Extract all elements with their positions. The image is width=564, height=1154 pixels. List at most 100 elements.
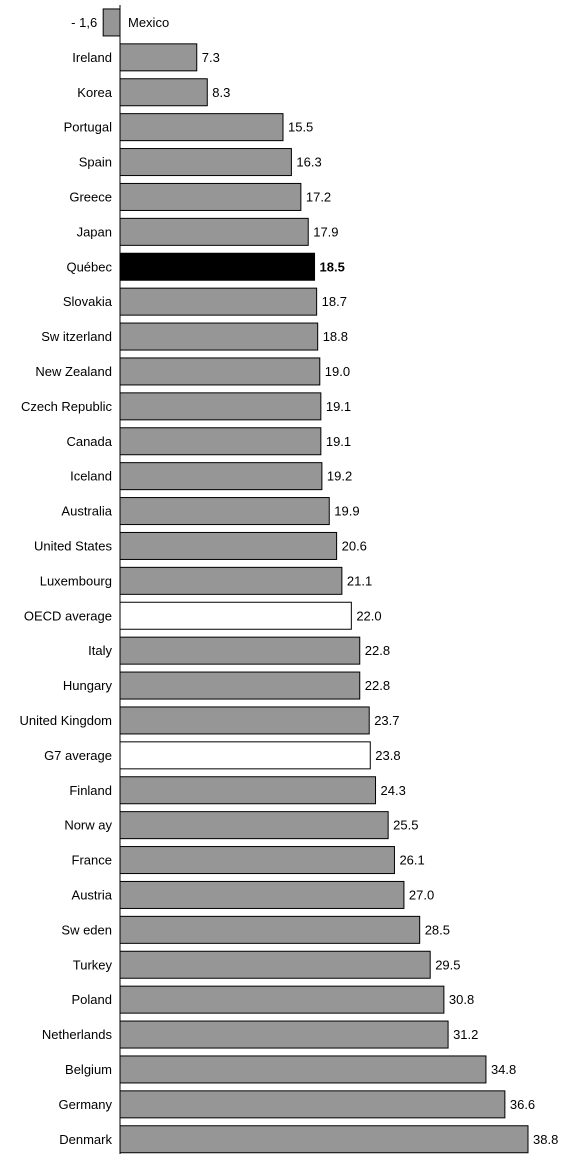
bar-austria xyxy=(119,880,405,909)
bars-group xyxy=(102,8,529,1154)
category-label-greece: Greece xyxy=(69,189,112,204)
bar-luxembourg xyxy=(119,566,343,595)
category-label-mexico: Mexico xyxy=(128,15,169,30)
category-label-portugal: Portugal xyxy=(64,120,113,135)
category-label-united-kingdom: United Kingdom xyxy=(20,713,113,728)
bar-mexico xyxy=(102,8,121,37)
value-label-hungary: 22.8 xyxy=(365,678,390,693)
bar-poland xyxy=(119,985,445,1014)
bar-japan xyxy=(119,217,309,246)
value-label-sw-itzerland: 18.8 xyxy=(323,329,348,344)
category-label-luxembourg: Luxembourg xyxy=(40,573,112,588)
value-label-sw-eden: 28.5 xyxy=(425,922,450,937)
value-label-new-zealand: 19.0 xyxy=(325,364,350,379)
value-label-iceland: 19.2 xyxy=(327,469,352,484)
category-label-turkey: Turkey xyxy=(73,957,113,972)
category-label-finland: Finland xyxy=(69,783,112,798)
bar-australia xyxy=(119,497,330,526)
value-label-finland: 24.3 xyxy=(381,783,406,798)
category-label-sw-itzerland: Sw itzerland xyxy=(41,329,112,344)
bar-germany xyxy=(119,1090,506,1119)
value-label-norw-ay: 25.5 xyxy=(393,818,418,833)
value-label-italy: 22.8 xyxy=(365,643,390,658)
value-label-united-states: 20.6 xyxy=(342,538,367,553)
value-label-denmark: 38.8 xyxy=(533,1132,558,1147)
category-label-oecd-average: OECD average xyxy=(24,608,112,623)
bar-ireland xyxy=(119,43,198,72)
category-label-australia: Australia xyxy=(61,504,112,519)
bar-finland xyxy=(119,776,377,805)
category-label-czech-republic: Czech Republic xyxy=(21,399,113,414)
category-label-france: France xyxy=(72,853,112,868)
category-label-canada: Canada xyxy=(66,434,112,449)
bar-oecd-average xyxy=(119,601,352,630)
value-label-netherlands: 31.2 xyxy=(453,1027,478,1042)
bar-united-kingdom xyxy=(119,706,370,735)
bar-sw-eden xyxy=(119,915,421,944)
bar-czech-republic xyxy=(119,392,322,421)
value-label-qu-bec: 18.5 xyxy=(320,259,345,274)
value-label-france: 26.1 xyxy=(399,853,424,868)
value-label-czech-republic: 19.1 xyxy=(326,399,351,414)
bar-hungary xyxy=(119,671,361,700)
category-label-united-states: United States xyxy=(34,538,113,553)
bar-france xyxy=(119,846,395,875)
category-label-qu-bec: Québec xyxy=(66,259,112,274)
category-label-austria: Austria xyxy=(72,887,113,902)
bar-new-zealand xyxy=(119,357,321,386)
bar-greece xyxy=(119,182,302,211)
value-label-japan: 17.9 xyxy=(313,224,338,239)
bar-sw-itzerland xyxy=(119,322,319,351)
bar-iceland xyxy=(119,462,323,491)
bar-netherlands xyxy=(119,1020,449,1049)
category-label-spain: Spain xyxy=(79,155,112,170)
value-label-portugal: 15.5 xyxy=(288,120,313,135)
category-label-slovakia: Slovakia xyxy=(63,294,113,309)
category-label-belgium: Belgium xyxy=(65,1062,112,1077)
value-label-germany: 36.6 xyxy=(510,1097,535,1112)
bar-slovakia xyxy=(119,287,318,316)
value-label-greece: 17.2 xyxy=(306,189,331,204)
value-label-australia: 19.9 xyxy=(334,504,359,519)
value-label-austria: 27.0 xyxy=(409,887,434,902)
value-label-g7-average: 23.8 xyxy=(375,748,400,763)
category-label-ireland: Ireland xyxy=(72,50,112,65)
category-label-italy: Italy xyxy=(88,643,112,658)
bar-norw-ay xyxy=(119,811,389,840)
value-label-canada: 19.1 xyxy=(326,434,351,449)
category-label-korea: Korea xyxy=(77,85,112,100)
category-label-hungary: Hungary xyxy=(63,678,113,693)
value-label-belgium: 34.8 xyxy=(491,1062,516,1077)
value-label-ireland: 7.3 xyxy=(202,50,220,65)
category-label-japan: Japan xyxy=(77,224,112,239)
bar-portugal xyxy=(119,113,284,142)
value-label-korea: 8.3 xyxy=(212,85,230,100)
bar-united-states xyxy=(119,531,338,560)
value-label-slovakia: 18.7 xyxy=(322,294,347,309)
category-label-sw-eden: Sw eden xyxy=(61,922,112,937)
bar-g7-average xyxy=(119,741,371,770)
category-label-iceland: Iceland xyxy=(70,469,112,484)
bar-canada xyxy=(119,427,322,456)
bar-korea xyxy=(119,78,208,107)
bar-italy xyxy=(119,636,361,665)
value-label-united-kingdom: 23.7 xyxy=(374,713,399,728)
bar-belgium xyxy=(119,1055,487,1084)
value-label-mexico: - 1,6 xyxy=(71,15,97,30)
bar-qu-bec xyxy=(119,252,316,281)
bar-spain xyxy=(119,148,292,177)
labels-group: - 1,6 Mexico 7.3 Ireland 8.3 Korea 15.5 Portuga… xyxy=(20,15,559,1147)
bar-turkey xyxy=(119,950,431,979)
bar-denmark xyxy=(119,1125,529,1154)
category-label-poland: Poland xyxy=(72,992,112,1007)
category-label-norw-ay: Norw ay xyxy=(64,818,112,833)
category-label-new-zealand: New Zealand xyxy=(35,364,112,379)
value-label-spain: 16.3 xyxy=(296,155,321,170)
value-label-oecd-average: 22.0 xyxy=(356,608,381,623)
value-label-poland: 30.8 xyxy=(449,992,474,1007)
value-label-luxembourg: 21.1 xyxy=(347,573,372,588)
category-label-g7-average: G7 average xyxy=(44,748,112,763)
category-label-netherlands: Netherlands xyxy=(42,1027,113,1042)
value-label-turkey: 29.5 xyxy=(435,957,460,972)
